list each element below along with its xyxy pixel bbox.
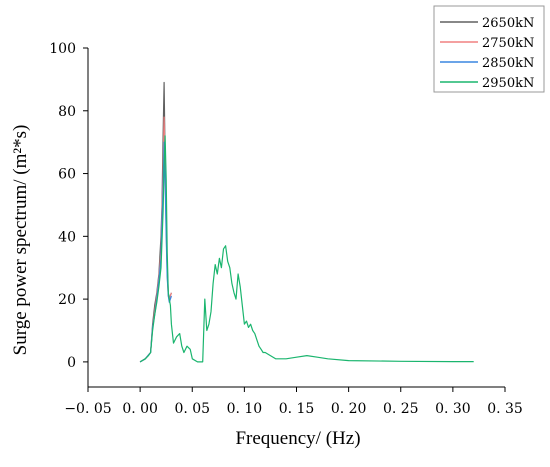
y-axis-label: Surge power spectrum/ (m²*s) xyxy=(10,125,31,356)
y-tick-label: 20 xyxy=(58,292,76,308)
legend-label: 2650kN xyxy=(482,16,534,31)
y-tick-label: 80 xyxy=(58,104,76,120)
x-tick-label: 0. 15 xyxy=(279,401,315,417)
legend-items: 2650kN 2750kN 2850kN 2950kN xyxy=(440,16,534,91)
x-axis-label: Frequency/ (Hz) xyxy=(235,428,360,449)
series-line-2950kn xyxy=(139,135,474,363)
y-tick-label: 0 xyxy=(67,355,76,371)
axes xyxy=(87,48,505,388)
x-tick-label: 0. 00 xyxy=(122,401,158,417)
x-tick-label: 0. 20 xyxy=(331,401,367,417)
x-tick-label: 0. 30 xyxy=(435,401,471,417)
y-tick-label: 40 xyxy=(58,229,76,245)
legend-label: 2950kN xyxy=(482,76,534,91)
legend-label: 2750kN xyxy=(482,36,534,51)
y-tick-label: 60 xyxy=(58,167,76,183)
y-tick-label: 100 xyxy=(49,41,76,57)
legend: 2650kN 2750kN 2850kN 2950kN xyxy=(433,5,545,93)
x-tick-group: −0. 05 0. 00 0. 05 0. 10 0. 15 0. 20 0. 25 0. 3… xyxy=(64,387,523,417)
x-tick-label: −0. 05 xyxy=(64,401,111,417)
x-tick-label: 0. 35 xyxy=(487,401,523,417)
x-tick-label: 0. 10 xyxy=(227,401,263,417)
legend-box xyxy=(433,5,545,93)
x-tick-label: 0. 05 xyxy=(174,401,210,417)
series-group xyxy=(139,81,474,363)
x-tick-label: 0. 25 xyxy=(383,401,419,417)
legend-label: 2850kN xyxy=(482,56,534,71)
y-tick-group: 0 20 40 60 80 100 xyxy=(49,41,88,371)
